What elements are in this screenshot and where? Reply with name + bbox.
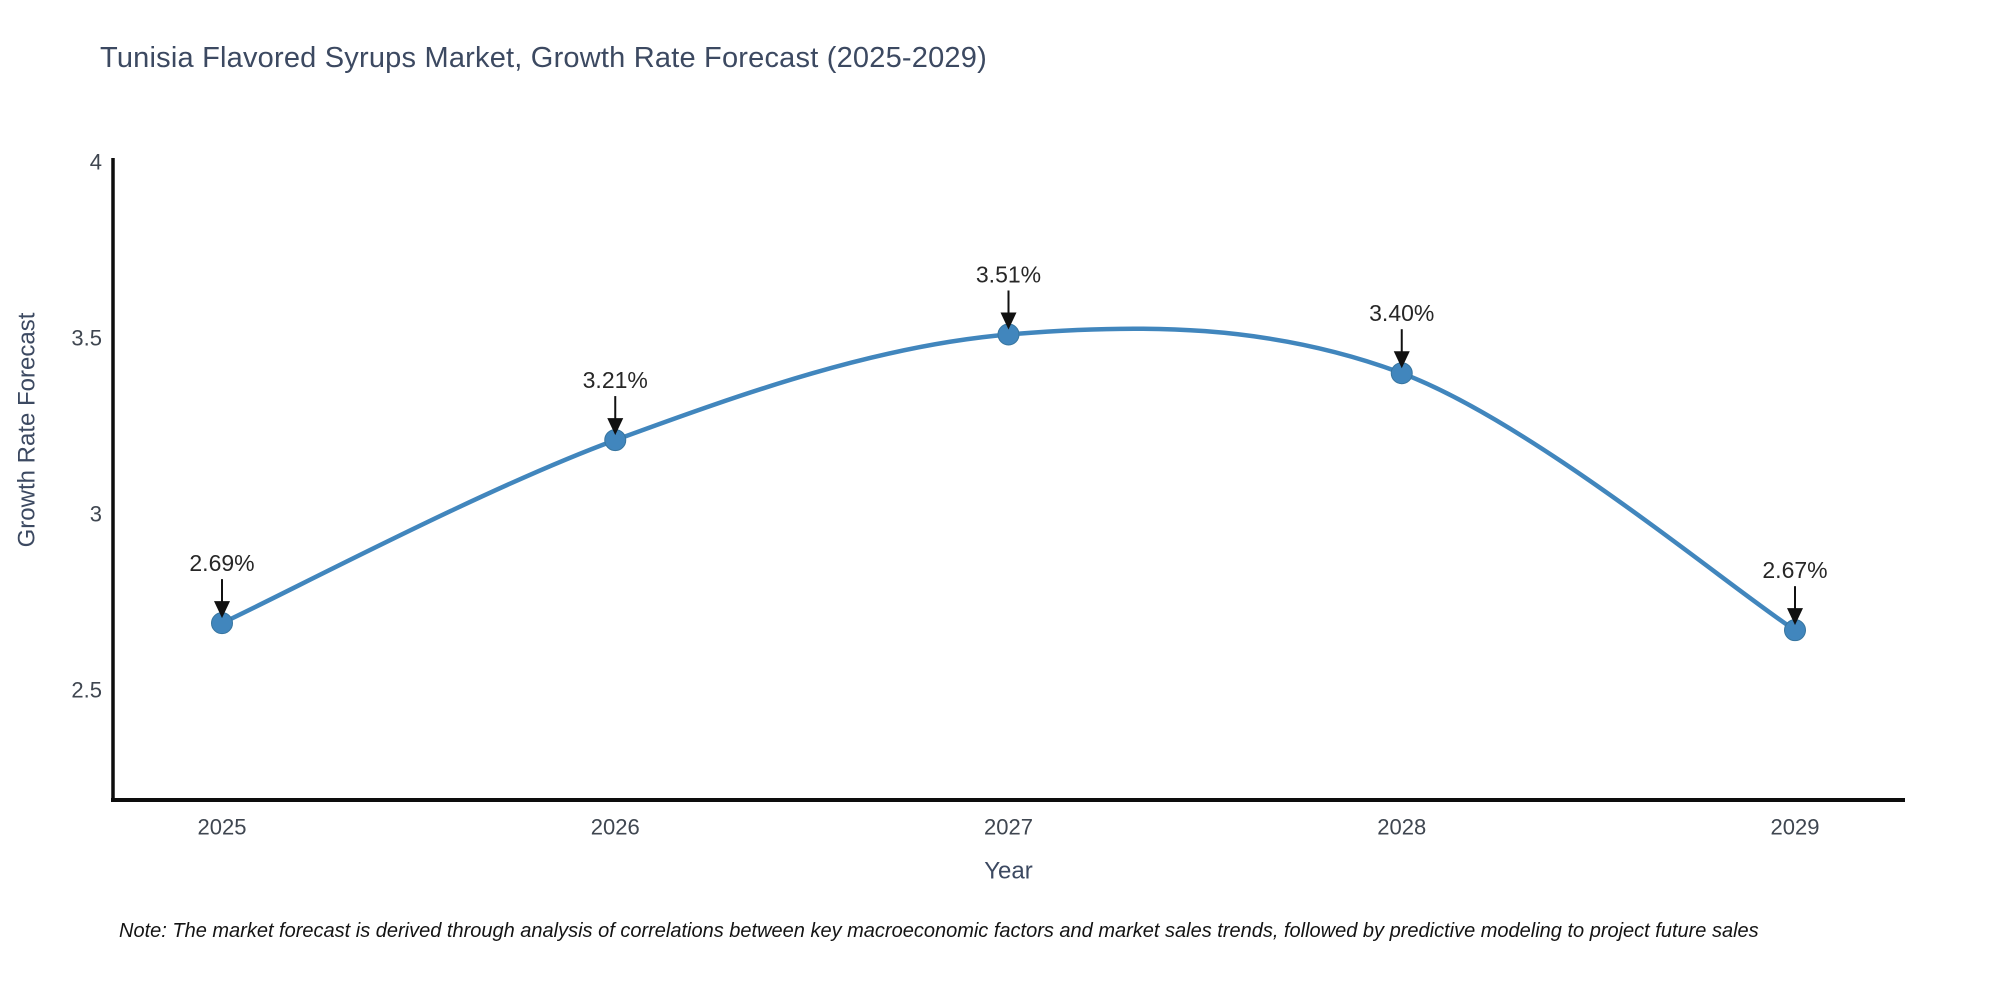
annotation-arrow-head (214, 601, 230, 619)
data-point-label: 2.69% (189, 550, 254, 576)
y-axis-title: Growth Rate Forecast (14, 312, 41, 547)
x-tick-label: 2026 (591, 815, 640, 840)
data-point-label: 3.21% (583, 367, 648, 393)
annotation-arrow-head (1000, 312, 1017, 330)
data-point-label: 3.40% (1369, 300, 1434, 326)
annotation-arrow-head (607, 418, 624, 436)
chart-title: Tunisia Flavored Syrups Market, Growth R… (100, 42, 987, 74)
x-tick-label: 2025 (198, 815, 247, 840)
y-tick-label: 3 (90, 502, 102, 527)
y-tick-label: 3.5 (71, 326, 102, 351)
x-tick-label: 2028 (1377, 815, 1426, 840)
annotation-arrow-head (1787, 608, 1803, 626)
chart-note: Note: The market forecast is derived thr… (119, 920, 1759, 942)
y-tick-label: 2.5 (71, 678, 102, 703)
x-tick-label: 2027 (984, 815, 1033, 840)
y-tick-label: 4 (90, 150, 102, 175)
data-point-label: 3.51% (976, 261, 1041, 287)
x-tick-label: 2029 (1771, 815, 1820, 840)
annotation-arrow-head (1393, 351, 1410, 369)
x-axis-title: Year (984, 858, 1033, 885)
data-point-label: 2.67% (1762, 557, 1827, 583)
forecast-line (219, 326, 1798, 633)
